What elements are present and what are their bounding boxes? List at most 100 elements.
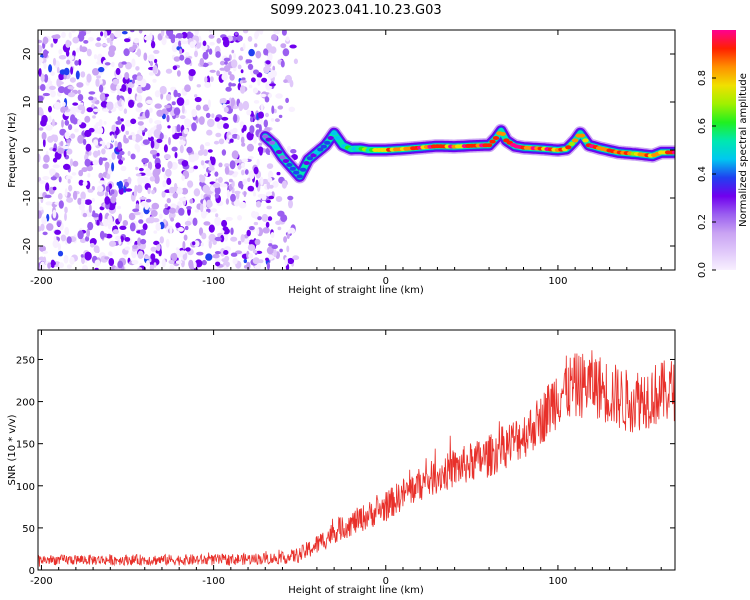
noise-speckle bbox=[207, 118, 215, 128]
noise-speckle bbox=[240, 136, 245, 144]
noise-speckle bbox=[179, 48, 183, 55]
noise-speckle bbox=[97, 149, 101, 156]
colorbar-label: Normalized spectral amplitude bbox=[738, 73, 749, 227]
noise-speckle bbox=[154, 58, 158, 64]
noise-speckle bbox=[137, 267, 143, 270]
noise-speckle bbox=[172, 132, 180, 140]
noise-speckle bbox=[275, 196, 283, 202]
noise-speckle bbox=[223, 65, 231, 72]
ridge-point bbox=[293, 170, 300, 175]
noise-speckle bbox=[214, 251, 221, 255]
noise-speckle bbox=[111, 61, 115, 68]
noise-speckle bbox=[121, 61, 127, 65]
noise-speckle bbox=[83, 40, 89, 44]
noise-speckle bbox=[53, 134, 59, 143]
noise-speckle bbox=[184, 119, 192, 128]
noise-speckle bbox=[176, 124, 181, 133]
noise-speckle bbox=[117, 154, 123, 160]
noise-speckle bbox=[228, 178, 233, 183]
noise-speckle bbox=[248, 156, 254, 160]
noise-speckle bbox=[106, 37, 112, 42]
noise-speckle bbox=[123, 108, 128, 114]
noise-speckle bbox=[211, 113, 215, 118]
noise-speckle bbox=[272, 181, 279, 188]
noise-speckle bbox=[135, 66, 140, 71]
noise-speckle bbox=[112, 222, 116, 226]
noise-speckle bbox=[283, 236, 288, 243]
ridge-point bbox=[568, 141, 575, 146]
noise-speckle bbox=[202, 51, 209, 60]
noise-speckle bbox=[225, 86, 232, 92]
noise-speckle bbox=[193, 188, 201, 197]
noise-speckle bbox=[203, 221, 211, 226]
figure-title: S099.2023.041.10.23.G03 bbox=[270, 3, 441, 18]
noise-speckle bbox=[138, 125, 145, 131]
noise-speckle bbox=[184, 84, 191, 92]
noise-speckle bbox=[111, 124, 117, 132]
noise-speckle bbox=[110, 196, 117, 204]
colorbar-tick-label: 0.4 bbox=[697, 166, 708, 182]
noise-speckle bbox=[80, 254, 85, 258]
noise-speckle bbox=[176, 97, 185, 106]
noise-speckle bbox=[58, 176, 62, 183]
noise-speckle bbox=[87, 221, 94, 231]
noise-speckle bbox=[40, 84, 46, 91]
noise-speckle bbox=[220, 97, 227, 104]
noise-speckle bbox=[41, 114, 48, 124]
noise-speckle bbox=[56, 221, 62, 227]
noise-speckle bbox=[248, 170, 255, 180]
noise-speckle bbox=[267, 254, 274, 260]
noise-speckle bbox=[202, 40, 207, 47]
noise-speckle bbox=[42, 163, 49, 169]
noise-speckle bbox=[273, 30, 280, 35]
noise-speckle bbox=[221, 149, 227, 156]
noise-speckle bbox=[210, 76, 214, 82]
noise-speckle bbox=[109, 216, 113, 226]
noise-speckle bbox=[247, 63, 254, 70]
noise-speckle bbox=[92, 68, 100, 76]
noise-speckle bbox=[237, 164, 242, 170]
noise-speckle bbox=[152, 65, 158, 74]
noise-speckle bbox=[223, 265, 227, 270]
noise-speckle bbox=[192, 241, 196, 246]
noise-speckle bbox=[186, 206, 192, 210]
noise-speckle bbox=[115, 120, 122, 125]
noise-speckle bbox=[229, 74, 235, 81]
noise-speckle bbox=[154, 90, 161, 98]
noise-speckle bbox=[230, 236, 238, 242]
noise-speckle bbox=[207, 149, 213, 153]
noise-speckle bbox=[149, 107, 153, 113]
noise-speckle bbox=[130, 118, 137, 125]
noise-speckle bbox=[290, 149, 297, 154]
noise-speckle bbox=[78, 179, 84, 186]
ridge-point bbox=[272, 144, 279, 149]
y-tick-label: 0 bbox=[29, 566, 35, 577]
noise-speckle bbox=[156, 109, 164, 117]
noise-speckle bbox=[118, 159, 124, 165]
noise-speckle bbox=[277, 105, 284, 110]
noise-speckle bbox=[229, 138, 234, 143]
ridge-point bbox=[320, 144, 327, 149]
noise-speckle bbox=[56, 66, 60, 74]
noise-speckle bbox=[103, 233, 108, 238]
noise-speckle bbox=[130, 30, 135, 33]
noise-speckle bbox=[232, 257, 238, 265]
noise-speckle bbox=[52, 164, 60, 169]
noise-speckle bbox=[111, 152, 116, 160]
noise-speckle bbox=[77, 119, 82, 125]
snr-series-line bbox=[38, 350, 675, 567]
y-tick-label: 200 bbox=[16, 398, 35, 409]
noise-speckle bbox=[155, 222, 161, 231]
noise-speckle bbox=[77, 104, 85, 111]
noise-speckle bbox=[216, 121, 224, 130]
noise-speckle bbox=[151, 202, 160, 210]
noise-speckle bbox=[42, 250, 48, 254]
noise-speckle bbox=[188, 154, 196, 163]
noise-speckle bbox=[233, 53, 237, 59]
noise-speckle bbox=[249, 125, 255, 134]
noise-speckle bbox=[132, 208, 140, 213]
noise-speckle bbox=[50, 43, 54, 48]
ridge-point bbox=[317, 147, 324, 152]
noise-speckle bbox=[249, 226, 255, 231]
x-tick-label: -200 bbox=[30, 576, 53, 587]
